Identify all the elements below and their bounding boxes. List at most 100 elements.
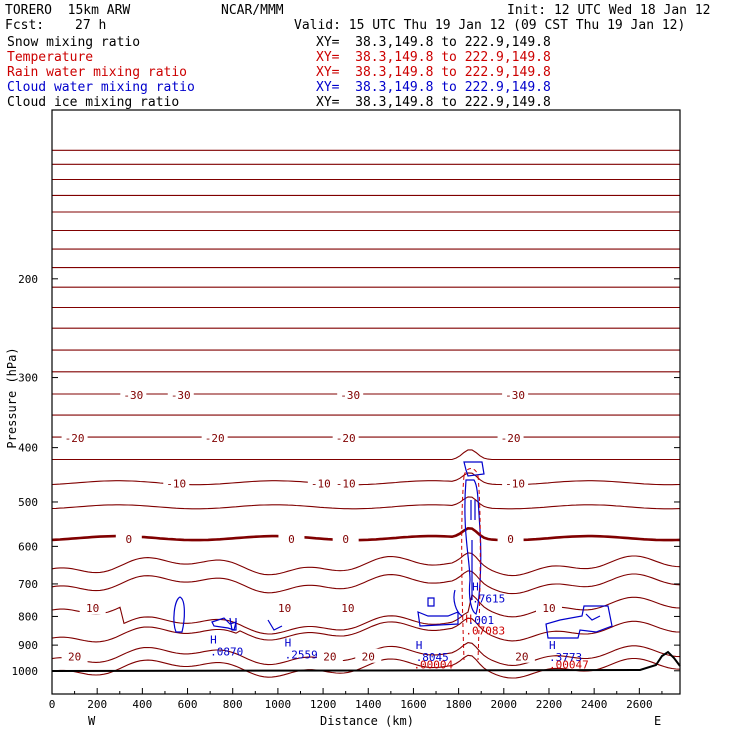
plot-axes: 0 200 400 600 800 1000 1200 1400 1600 1800 2000 220…: [5, 109, 681, 728]
rain-contour: [477, 475, 481, 661]
y-tick-label: 1000: [12, 665, 39, 678]
x-tick-label: 2400: [581, 698, 608, 711]
extremum-value: .001: [468, 614, 495, 627]
rain-contour: [461, 475, 465, 661]
extremum-value: .00004: [413, 658, 453, 671]
contour-label-bg: [508, 648, 535, 663]
extremum-value: .2559: [285, 649, 318, 662]
isotherm-650: [51, 552, 681, 577]
field-label-temperature: Temperature: [7, 50, 94, 65]
temp-contour-label: 20: [323, 651, 336, 664]
x-tick-label: 600: [178, 698, 198, 711]
contour-label-bg: [115, 531, 142, 546]
contour-label-bg: [332, 430, 359, 445]
y-tick-label: 600: [18, 540, 38, 553]
temp-contour-label: 0: [507, 533, 514, 546]
isotherm-420: [52, 449, 680, 461]
field-xy-cloud-ice: XY= 38.3,149.8 to 222.9,149.8: [316, 95, 551, 110]
x-tick-label: 1400: [355, 698, 382, 711]
temp-contour-label: -20: [205, 432, 225, 445]
x-tick-label: 400: [132, 698, 152, 711]
extremum-value: .7615: [472, 592, 505, 605]
contour-label-bg: [307, 475, 334, 490]
contour-label-bg: [316, 648, 343, 663]
cloud-water-contours: [173, 461, 613, 639]
contour-label-bg: [535, 600, 562, 615]
temp-contour-label: -30: [505, 389, 525, 402]
cloud-cell-outline: [427, 597, 435, 607]
center-name: NCAR/MMM: [221, 3, 284, 18]
contour-label-bg: [167, 387, 194, 402]
y-tick-label: 500: [18, 496, 38, 509]
isotherm-770: [51, 593, 681, 635]
init-time: Init: 12 UTC Wed 18 Jan 12: [507, 3, 711, 18]
isotherm-462: [51, 472, 681, 486]
contour-label-bg: [61, 648, 88, 663]
y-tick-label: 300: [18, 372, 38, 385]
isotherm-700: [51, 570, 681, 595]
plot-frame: [51, 109, 681, 695]
isotherm-510: [51, 496, 681, 510]
forecast-hour: 27 h: [75, 18, 107, 33]
temp-contour-label: 0: [342, 533, 349, 546]
x-tick-label: 1800: [445, 698, 472, 711]
model-title: TORERO 15km ARW: [5, 3, 131, 18]
x-end-label-west: W: [88, 714, 96, 728]
cloud-cell-outline: [470, 500, 476, 600]
contour-label-bg: [120, 387, 147, 402]
isotherm-580: [51, 526, 681, 542]
x-tick-label: 1600: [400, 698, 427, 711]
temp-contour-label: 10: [542, 602, 555, 615]
y-tick-label: 400: [18, 442, 38, 455]
contour-label-bg: [278, 531, 305, 546]
extremum-marker: H: [210, 634, 217, 647]
x-tick-label: 2200: [536, 698, 563, 711]
valid-time: Valid: 15 UTC Thu 19 Jan 12 (09 CST Thu …: [294, 18, 686, 33]
cloud-cell-outline: [585, 613, 601, 621]
contour-label-bg: [201, 430, 228, 445]
contour-label-bg: [163, 475, 190, 490]
x-end-label-east: E: [654, 714, 661, 728]
y-tick-label: 200: [18, 273, 38, 286]
contour-label-bg: [332, 475, 359, 490]
terrain-line: [51, 650, 681, 672]
contour-label-bg: [334, 600, 361, 615]
rain-contour: [463, 468, 479, 477]
contour-label-bg: [502, 475, 529, 490]
cloud-cell-outline: [464, 479, 482, 615]
field-label-rain: Rain water mixing ratio: [7, 65, 188, 80]
contour-label-bg: [332, 531, 359, 546]
contour-label-bg: [502, 387, 529, 402]
temp-contour-label: -30: [171, 389, 191, 402]
temp-contour-label: -10: [336, 478, 356, 491]
temperature-contours: -30 -30 -30 -30 -20 -20 -20 -20 -10 -10 -10 -10 0 0 0 0…: [51, 149, 681, 679]
contour-label-bg: [271, 600, 298, 615]
cloud-cell-outline: [267, 619, 283, 631]
cloud-cell-outline: [545, 605, 613, 639]
contour-label-bg: [337, 387, 364, 402]
temp-contour-label: 20: [362, 651, 375, 664]
field-label-snow: Snow mixing ratio: [7, 35, 141, 50]
extremum-marker: H: [549, 639, 556, 652]
extremum-marker: H: [416, 639, 423, 652]
field-xy-cloud-water: XY= 38.3,149.8 to 222.9,149.8: [316, 80, 551, 95]
temp-contour-label: -20: [65, 432, 85, 445]
temp-contour-label: 20: [515, 651, 528, 664]
temp-contour-label: -30: [123, 389, 143, 402]
isotherm-850: [51, 617, 681, 643]
contour-label-bg: [497, 430, 524, 445]
field-xy-snow: XY= 38.3,149.8 to 222.9,149.8: [316, 35, 551, 50]
cloud-cell-outline: [463, 461, 485, 477]
x-tick-label: 800: [223, 698, 243, 711]
temp-contour-label: 10: [86, 602, 99, 615]
extremum-marker: H: [472, 580, 479, 593]
extremum-value: .0870: [210, 646, 243, 659]
rain-water-contours: [461, 468, 481, 661]
y-tick-label: 700: [18, 578, 38, 591]
x-tick-label: 2000: [491, 698, 518, 711]
temp-contour-label: 0: [125, 533, 132, 546]
x-tick-label: 2600: [626, 698, 653, 711]
extrema-labels: H.0870H.2559H.7615.001H.07083H.8045.0000…: [210, 580, 589, 671]
contour-label-bg: [79, 600, 106, 615]
